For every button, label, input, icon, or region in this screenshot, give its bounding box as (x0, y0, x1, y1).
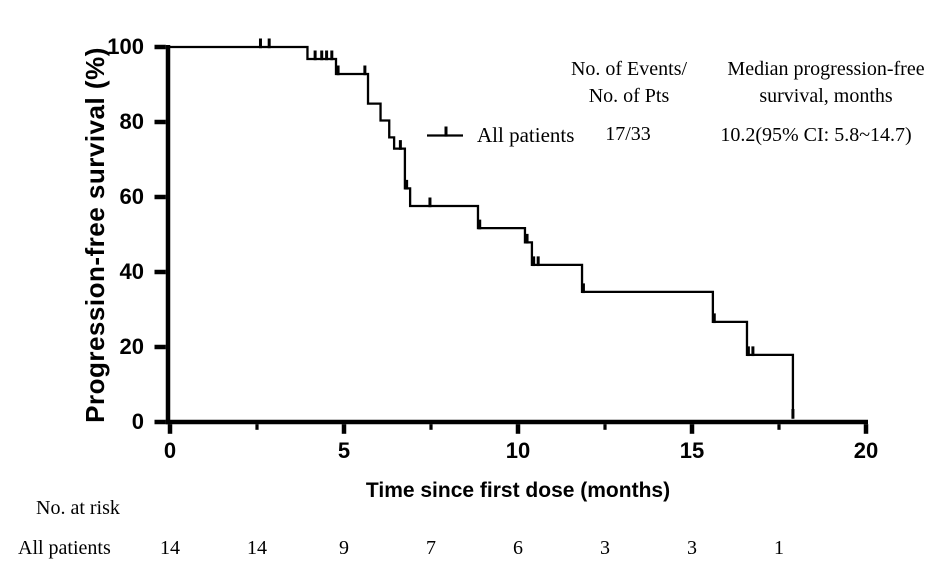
risk-count: 14 (160, 537, 180, 559)
legend-events-value: 17/33 (605, 123, 651, 145)
legend-median-header-line2: survival, months (759, 85, 893, 107)
risk-count: 14 (247, 537, 267, 559)
x-tick-label: 15 (679, 438, 705, 463)
risk-count: 7 (426, 537, 436, 559)
risk-count: 1 (774, 537, 784, 559)
risk-count: 6 (513, 537, 523, 559)
y-tick-label: 40 (119, 259, 144, 284)
risk-count: 3 (687, 537, 697, 559)
risk-count: 3 (600, 537, 610, 559)
risk-count: 9 (339, 537, 349, 559)
x-tick-label: 20 (853, 438, 879, 463)
legend-median-value: 10.2(95% CI: 5.8~14.7) (720, 124, 912, 146)
legend-events-header: No. of Events/ No. of Pts (519, 56, 739, 110)
legend-events-header-line2: No. of Pts (588, 85, 670, 107)
y-axis-title: Progression-free survival (%) (80, 47, 110, 423)
x-axis-title: Time since first dose (months) (365, 479, 671, 502)
risk-table-title: No. at risk (36, 497, 120, 519)
risk-row-label: All patients (18, 537, 111, 559)
y-tick-label: 20 (119, 334, 144, 359)
y-tick-label: 100 (107, 34, 144, 59)
y-tick-label: 60 (119, 184, 144, 209)
legend-events-header-line1: No. of Events/ (570, 58, 688, 80)
legend-median-header-line1: Median progression-free (727, 58, 925, 80)
legend-median-header: Median progression-free survival, months (716, 56, 931, 110)
y-tick-label: 80 (119, 109, 144, 134)
x-tick-label: 5 (337, 438, 351, 463)
legend-series-label: All patients (477, 123, 575, 147)
y-tick-label: 0 (131, 409, 144, 434)
x-tick-label: 10 (505, 438, 531, 463)
x-tick-label: 0 (163, 438, 177, 463)
